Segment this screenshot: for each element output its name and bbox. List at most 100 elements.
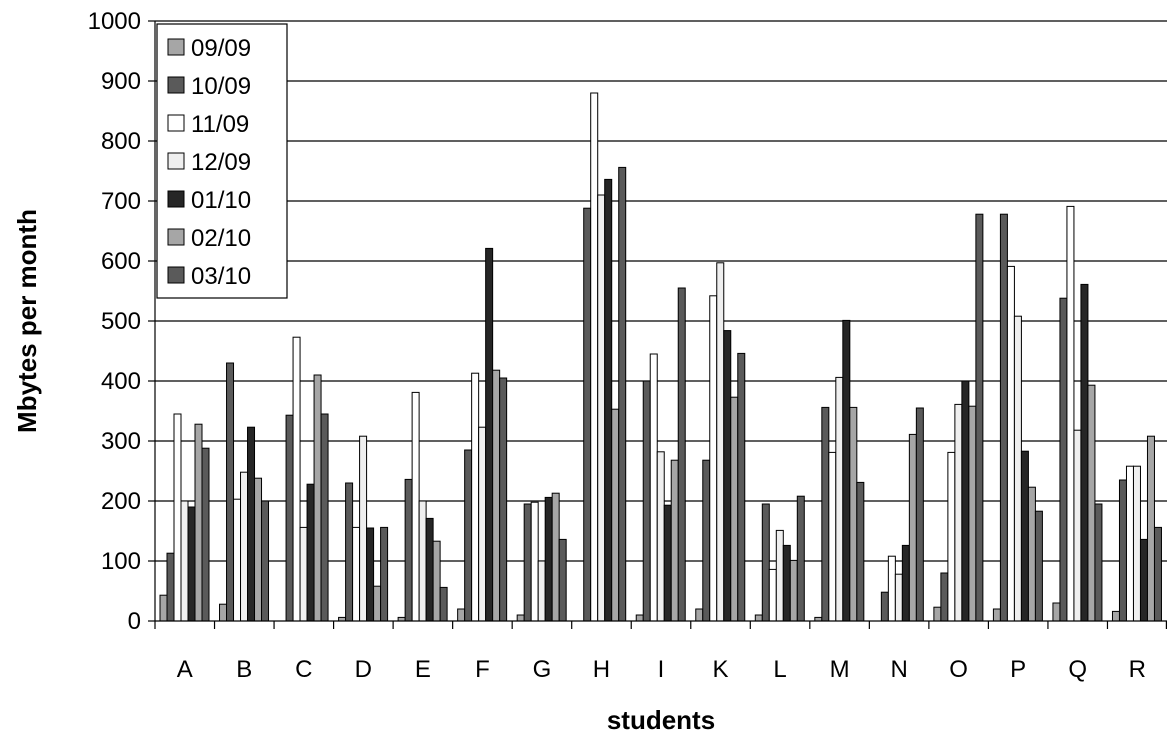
x-tick-label: Q	[1068, 656, 1087, 683]
bar	[492, 369, 501, 622]
bar	[558, 538, 567, 622]
legend-swatch	[167, 38, 185, 56]
legend-label: 12/09	[191, 149, 251, 176]
bar	[656, 451, 665, 622]
y-tick-label: 200	[101, 488, 141, 515]
x-tick-label: L	[773, 656, 786, 683]
bar	[173, 413, 182, 622]
bar	[464, 449, 473, 622]
bar	[425, 517, 434, 622]
x-tick-label: C	[295, 656, 312, 683]
bar	[226, 362, 235, 622]
x-tick-label: M	[830, 656, 850, 683]
bar	[730, 396, 739, 622]
bar	[649, 353, 658, 622]
bar	[933, 606, 942, 622]
y-tick-label: 700	[101, 188, 141, 215]
bar	[961, 380, 970, 622]
bar	[1153, 526, 1162, 622]
bar	[611, 408, 620, 622]
bar	[187, 506, 196, 622]
bar	[194, 423, 203, 622]
bar	[292, 336, 301, 622]
x-axis-title: students	[607, 705, 715, 735]
bar	[590, 92, 599, 622]
bar	[709, 295, 718, 622]
bar	[597, 194, 606, 622]
bar	[551, 492, 560, 622]
y-tick-label: 600	[101, 248, 141, 275]
bar	[1087, 384, 1096, 622]
bar	[940, 572, 949, 622]
bar	[618, 166, 627, 622]
y-tick-label: 400	[101, 368, 141, 395]
legend-item: 09/09	[167, 35, 251, 62]
bar	[439, 586, 448, 622]
bar	[418, 500, 427, 622]
bar	[299, 526, 308, 622]
bar	[201, 447, 210, 622]
bar	[523, 503, 532, 622]
bar	[219, 603, 228, 622]
x-tick-label: D	[355, 656, 372, 683]
legend-item: 10/09	[167, 73, 251, 100]
y-tick-label: 900	[101, 68, 141, 95]
bar	[768, 568, 777, 622]
bar	[1013, 315, 1022, 622]
legend-label: 09/09	[191, 35, 251, 62]
legend-swatch	[167, 152, 185, 170]
bar	[856, 481, 865, 622]
bar	[975, 213, 984, 622]
bar	[775, 529, 784, 622]
bars	[159, 92, 1162, 622]
bar	[313, 374, 322, 622]
bar	[663, 504, 672, 622]
bar	[821, 406, 830, 622]
x-tick-label: O	[949, 656, 968, 683]
bar	[345, 482, 354, 622]
bar	[516, 614, 525, 622]
bar	[583, 207, 592, 622]
bar	[947, 451, 956, 622]
bar	[537, 560, 546, 622]
bar	[796, 495, 805, 622]
bar	[366, 527, 375, 622]
bar	[240, 471, 249, 622]
bar	[261, 500, 270, 622]
bar	[604, 178, 613, 622]
x-tick-label: P	[1010, 656, 1026, 683]
bar	[716, 262, 725, 622]
bar	[233, 498, 242, 622]
bar	[373, 585, 382, 622]
legend-label: 01/10	[191, 187, 251, 214]
legend-swatch	[167, 190, 185, 208]
bar	[359, 435, 368, 622]
x-tick-label: B	[236, 656, 252, 683]
bar	[1027, 486, 1036, 622]
x-tick-label: E	[415, 656, 431, 683]
x-tick-label: H	[593, 656, 610, 683]
bar	[1059, 297, 1068, 622]
y-tick-label: 0	[128, 608, 141, 635]
y-axis-title: Mbytes per month	[12, 209, 42, 433]
bar	[968, 405, 977, 622]
bar	[1146, 435, 1155, 622]
bar	[411, 391, 420, 622]
legend-item: 12/09	[167, 149, 251, 176]
axes	[148, 20, 1167, 629]
bar	[695, 608, 704, 622]
bar	[247, 426, 256, 622]
bar	[432, 540, 441, 622]
bar	[499, 377, 508, 622]
bar	[782, 544, 791, 622]
x-tick-label: F	[475, 656, 490, 683]
legend-item: 01/10	[167, 187, 251, 214]
bar	[992, 608, 1001, 622]
bar	[1118, 479, 1127, 622]
bar	[1073, 429, 1082, 622]
bar	[1094, 503, 1103, 622]
bar	[642, 380, 651, 622]
bar	[1066, 205, 1075, 622]
bar	[1020, 450, 1029, 622]
bar	[1125, 465, 1134, 622]
